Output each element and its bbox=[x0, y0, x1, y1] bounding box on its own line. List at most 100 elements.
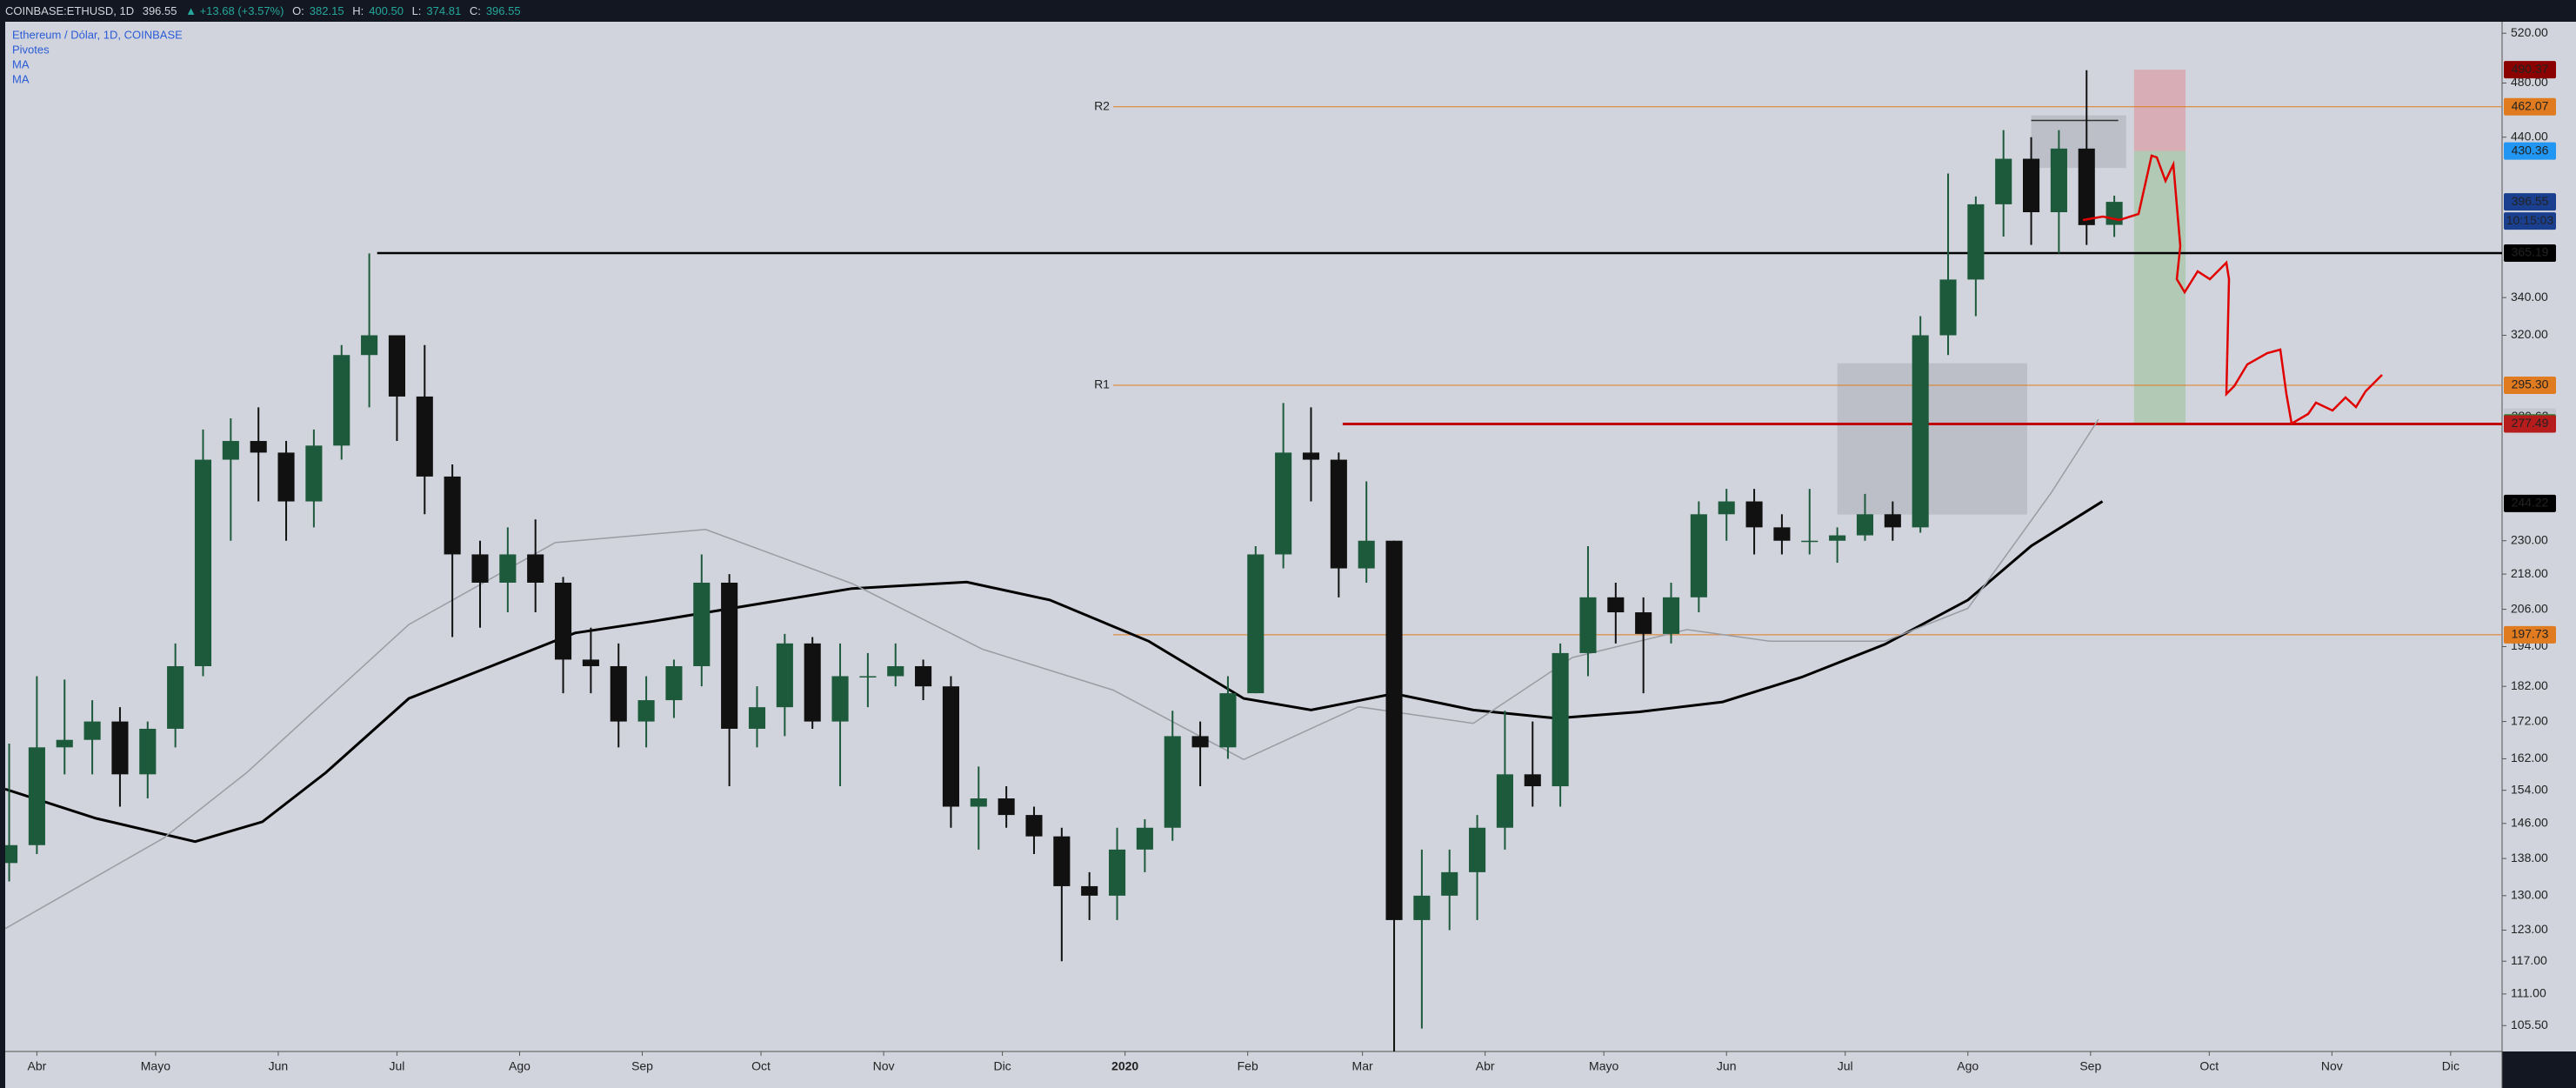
x-tick-label: Feb bbox=[1238, 1059, 1258, 1073]
candle-body bbox=[1469, 827, 1486, 872]
moving-average bbox=[5, 500, 2104, 844]
candle-body bbox=[1884, 514, 1901, 528]
candle-body bbox=[83, 721, 101, 740]
x-tick-label: Abr bbox=[1476, 1059, 1495, 1073]
y-tick-label: 340.00 bbox=[2511, 290, 2548, 304]
candle-body bbox=[1385, 540, 1403, 920]
candle-body bbox=[1912, 335, 1929, 528]
ohlc-label: C: bbox=[469, 4, 481, 17]
ohlc-value: 374.81 bbox=[426, 4, 462, 17]
y-tick-label: 138.00 bbox=[2511, 851, 2548, 864]
symbol: COINBASE:ETHUSD, 1D bbox=[5, 4, 135, 17]
candle-body bbox=[1773, 527, 1791, 541]
candle-body bbox=[998, 798, 1015, 816]
ohlc-value: 396.55 bbox=[485, 4, 521, 17]
candle-body bbox=[1358, 540, 1375, 569]
countdown-tag bbox=[2504, 212, 2556, 230]
header-bar: COINBASE:ETHUSD, 1D 396.55 ▲ +13.68 (+3.… bbox=[0, 0, 2576, 22]
legend: Ethereum / Dólar, 1D, COINBASE Pivotes M… bbox=[12, 28, 183, 85]
candle-body bbox=[2078, 148, 2095, 225]
candle-body bbox=[1607, 597, 1625, 613]
candle-body bbox=[970, 798, 987, 807]
x-tick-label: Mayo bbox=[141, 1059, 170, 1073]
candle-body bbox=[1441, 871, 1458, 896]
candle-body bbox=[1496, 774, 1513, 828]
price-tag-label: 197.73 bbox=[2512, 627, 2549, 641]
candle-body bbox=[333, 355, 350, 446]
ohlc-value: 382.15 bbox=[309, 4, 344, 17]
x-tick-label: Ago bbox=[509, 1059, 531, 1073]
candle-body bbox=[776, 643, 793, 708]
candle-body bbox=[2023, 158, 2040, 213]
candle-body bbox=[942, 686, 959, 807]
drawing-box bbox=[2133, 70, 2186, 151]
candle-body bbox=[56, 739, 73, 748]
price-tag-label: 490.37 bbox=[2512, 62, 2549, 76]
candle-body bbox=[831, 676, 849, 722]
y-tick-label: 123.00 bbox=[2511, 922, 2548, 936]
y-tick-label: 182.00 bbox=[2511, 678, 2548, 692]
candle-body bbox=[582, 659, 599, 666]
candle-body bbox=[277, 452, 295, 502]
candle-body bbox=[610, 665, 627, 722]
candle-body bbox=[554, 582, 572, 660]
x-tick-label: 2020 bbox=[1111, 1059, 1138, 1073]
price-tag bbox=[2504, 61, 2556, 79]
level-label: R1 bbox=[1094, 377, 1110, 391]
level-label: R2 bbox=[1094, 98, 1110, 112]
x-tick-label: Mar bbox=[1352, 1059, 1373, 1073]
candle-body bbox=[1275, 452, 1292, 555]
y-tick-label: 154.00 bbox=[2511, 782, 2548, 796]
candle-body bbox=[1164, 736, 1181, 828]
candle-body bbox=[111, 721, 129, 775]
x-tick-label: Sep bbox=[631, 1059, 653, 1073]
price-tag bbox=[2504, 97, 2556, 116]
ohlc-label: L: bbox=[411, 4, 422, 17]
candle-body bbox=[1219, 693, 1237, 748]
candle-body bbox=[1413, 895, 1431, 920]
legend-entry: Pivotes bbox=[12, 43, 50, 56]
candle-body bbox=[748, 707, 766, 729]
candle-body bbox=[1302, 452, 1320, 460]
y-tick-label: 105.50 bbox=[2511, 1018, 2548, 1031]
x-tick-label: Ago bbox=[1957, 1059, 1979, 1073]
x-tick-label: Dic bbox=[993, 1059, 1011, 1073]
price-tag bbox=[2504, 625, 2556, 644]
candle-body bbox=[1552, 652, 1569, 787]
x-tick-label: Nov bbox=[2321, 1059, 2343, 1073]
y-tick-label: 130.00 bbox=[2511, 888, 2548, 902]
price-tag bbox=[2504, 244, 2556, 263]
x-tick-label: Nov bbox=[873, 1059, 895, 1073]
candle-body bbox=[1191, 736, 1209, 748]
candle-body bbox=[1662, 597, 1680, 634]
last-price: 396.55 bbox=[142, 4, 177, 17]
candle-body bbox=[5, 844, 18, 864]
x-tick-label: Dic bbox=[2442, 1059, 2459, 1073]
time-axis bbox=[5, 1051, 2502, 1088]
ohlc-label: O: bbox=[292, 4, 304, 17]
candle-body bbox=[1247, 554, 1265, 694]
price-tag bbox=[2504, 193, 2556, 211]
candle-body bbox=[250, 441, 267, 453]
y-tick-label: 162.00 bbox=[2511, 751, 2548, 764]
drawing-box bbox=[1837, 363, 2028, 515]
y-tick-label: 218.00 bbox=[2511, 566, 2548, 580]
chart: Ethereum / Dólar, 1D, COINBASE Pivotes M… bbox=[0, 22, 2576, 1088]
candle-body bbox=[471, 554, 489, 583]
candle-body bbox=[721, 582, 738, 729]
price-tag bbox=[2504, 494, 2556, 512]
candle-body bbox=[499, 554, 517, 583]
price-tag bbox=[2504, 142, 2556, 160]
candle-body bbox=[1995, 158, 2012, 204]
price-tag bbox=[2504, 415, 2556, 433]
plot bbox=[5, 70, 2502, 1051]
y-tick-label: 146.00 bbox=[2511, 816, 2548, 830]
candle-body bbox=[1939, 279, 1957, 336]
candle-body bbox=[665, 665, 683, 701]
x-tick-label: Jun bbox=[1717, 1059, 1737, 1073]
candle-body bbox=[1579, 597, 1597, 653]
candle-body bbox=[804, 643, 821, 722]
candle-body bbox=[859, 676, 877, 677]
y-tick-label: 111.00 bbox=[2511, 986, 2546, 1000]
y-tick-label: 520.00 bbox=[2511, 25, 2548, 39]
